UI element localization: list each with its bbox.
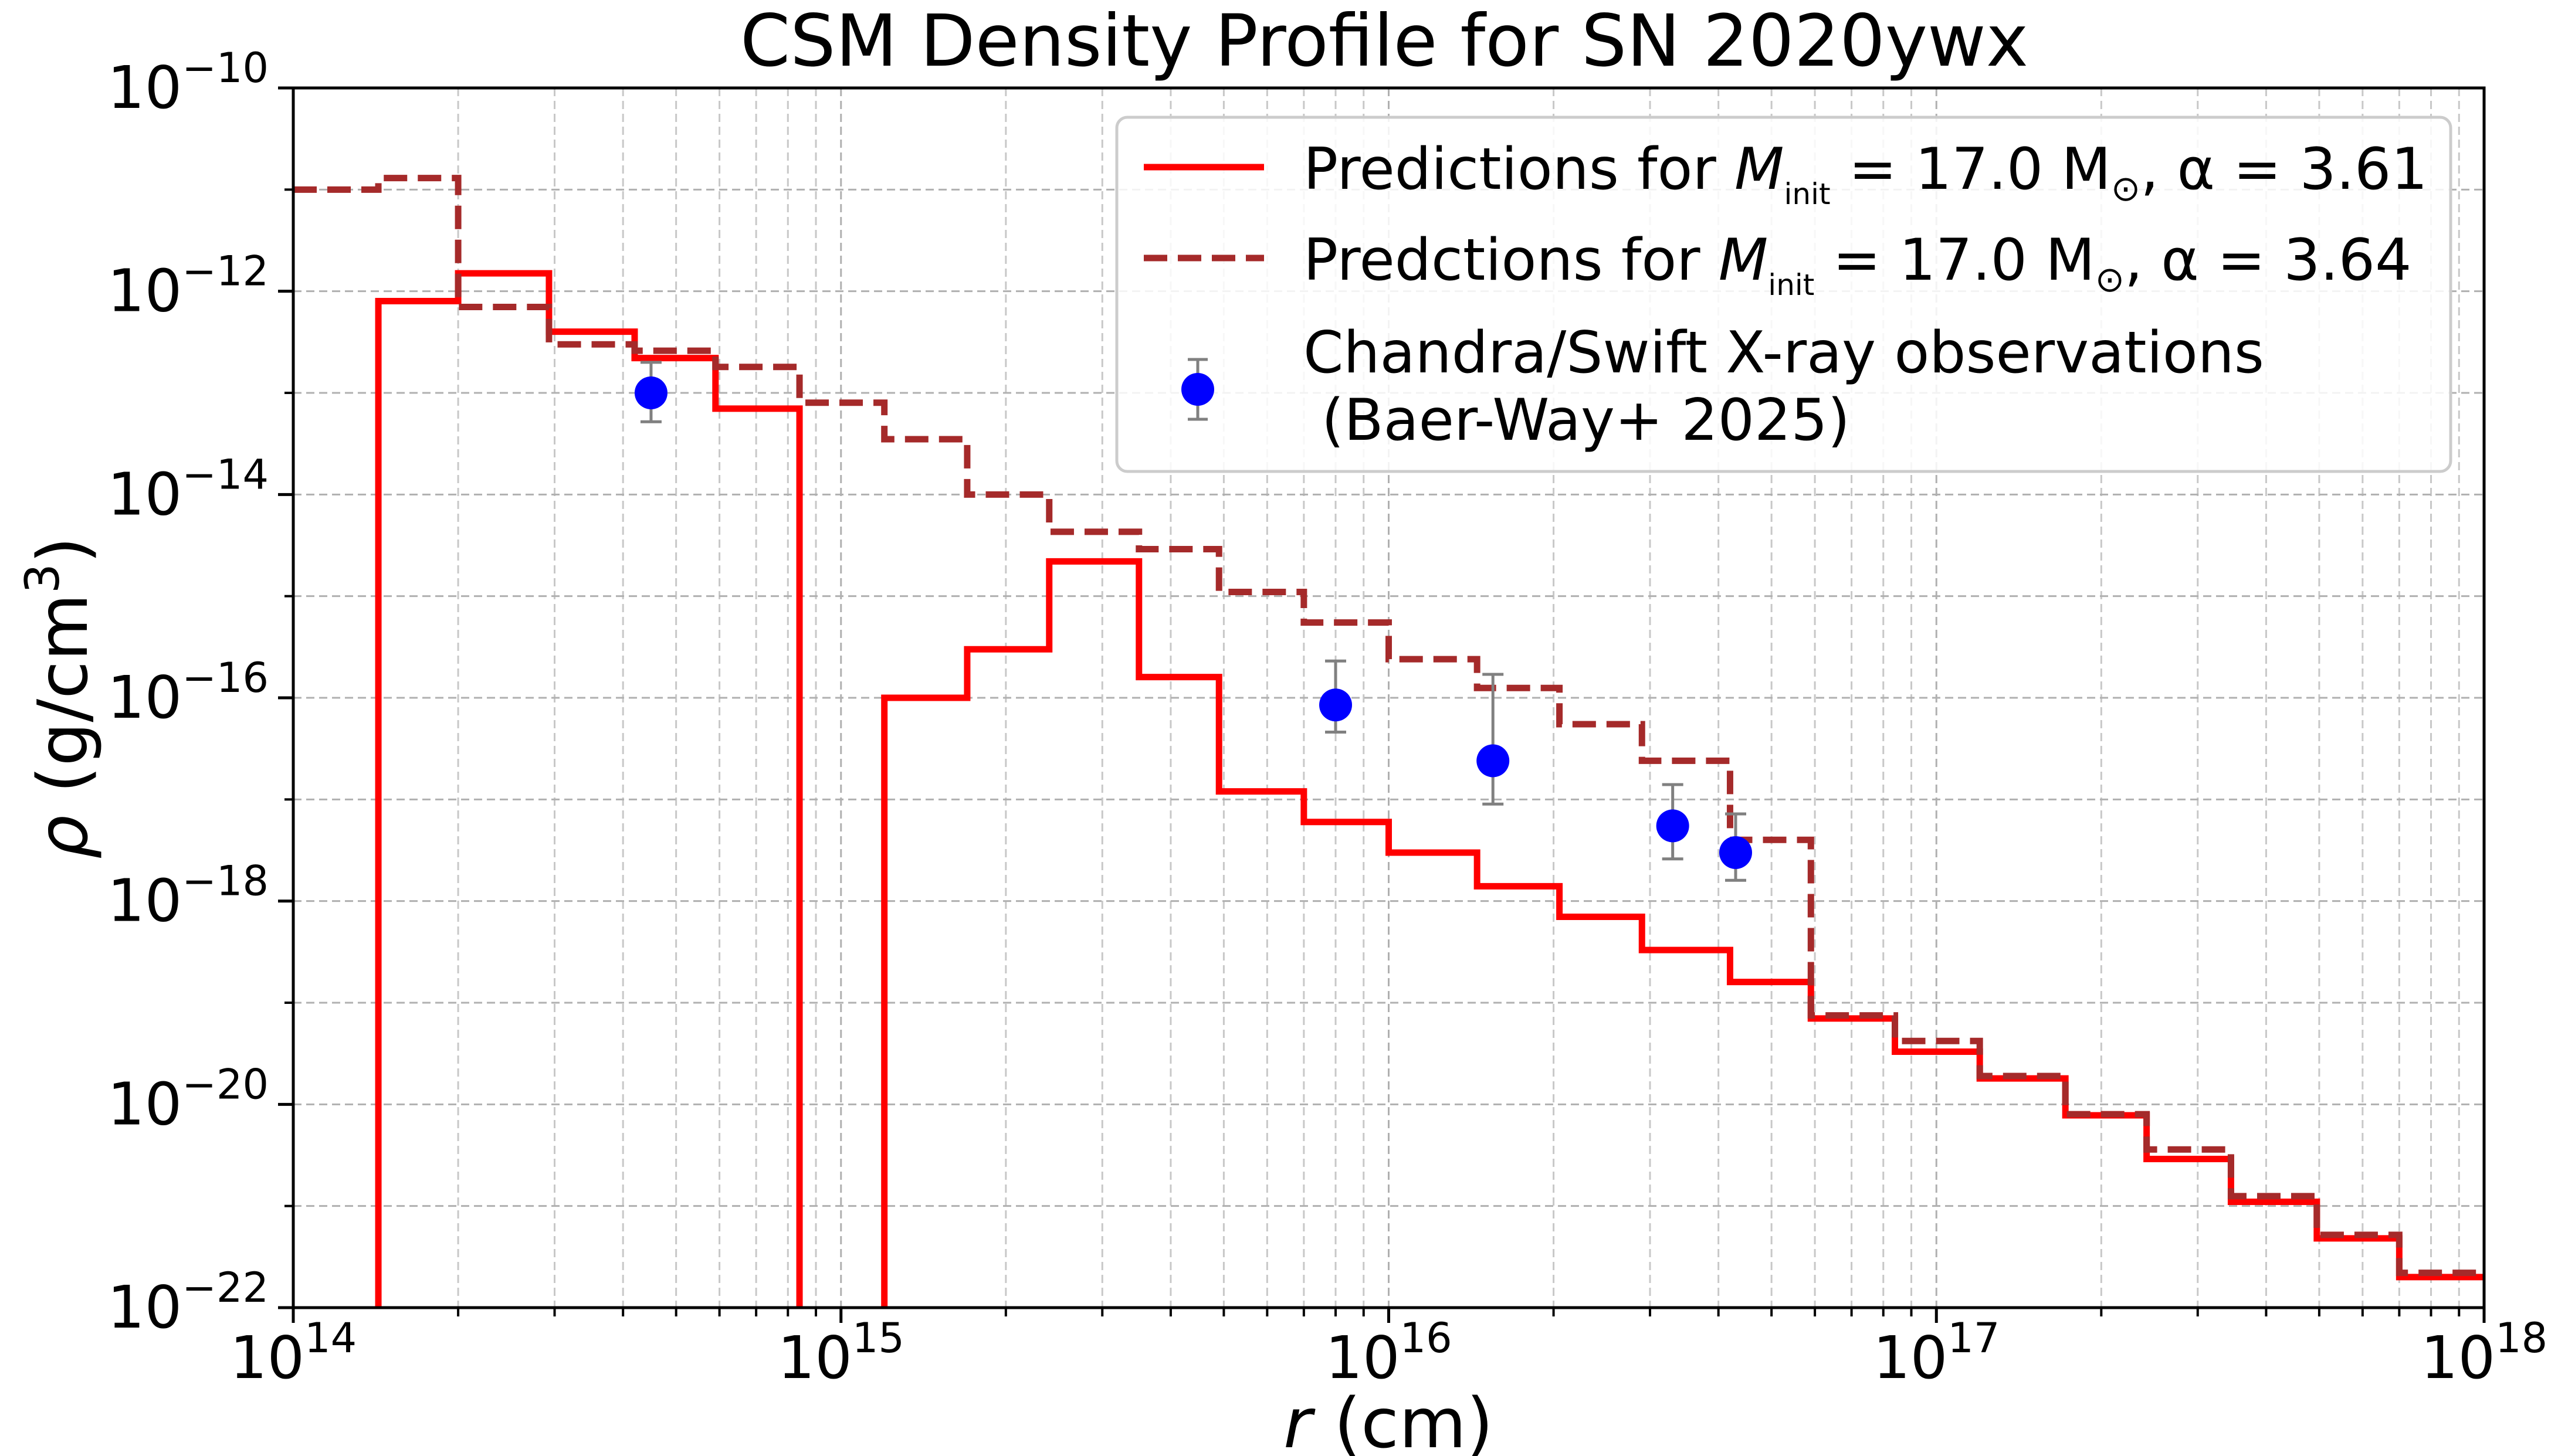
x-tick-label: 1018 (2421, 1314, 2547, 1392)
y-tick-label: 10−22 (107, 1264, 269, 1342)
x-tick-label: 1015 (778, 1314, 904, 1392)
y-axis-variable: ρ (22, 815, 103, 859)
y-tick-label: 10−16 (107, 654, 269, 732)
y-tick-label: 10−20 (107, 1060, 269, 1138)
observation-point (1476, 744, 1510, 778)
legend-frame (1115, 116, 2452, 473)
x-axis-unit: (cm) (1334, 1383, 1493, 1456)
observation-point (1319, 688, 1353, 722)
series-dashed-alpha-364 (293, 175, 2484, 1277)
x-tick-label: 1017 (1873, 1314, 2000, 1392)
y-axis-label: ρ (g/cm3) (15, 537, 103, 859)
chart-title: CSM Density Profile for SN 2020ywx (740, 0, 2028, 83)
x-axis-variable: r (1283, 1383, 1316, 1456)
legend-label-observations-ref: (Baer-Way+ 2025) (1303, 387, 1850, 454)
observation-point (1656, 809, 1689, 843)
y-tick-label: 10−14 (107, 450, 269, 528)
y-axis-unit-suffix: ) (22, 537, 103, 564)
x-axis-label: r (cm) (1283, 1383, 1493, 1456)
y-tick-label: 10−12 (107, 247, 269, 325)
y-axis-unit-prefix: (g/cm (22, 593, 103, 793)
y-axis-unit-sup: 3 (15, 564, 70, 593)
observation-point (1719, 836, 1753, 869)
series-layer (293, 175, 2484, 1308)
x-tick-label: 1016 (1325, 1314, 1452, 1392)
legend-label-alpha-364: Predctions for Minit = 17.0 M⊙, α = 3.64 (1303, 227, 2412, 302)
tick-layer: 1014 1015 1016 1017 1018 10−22 10−20 10−18 10−16… (107, 44, 2547, 1392)
observation-point (634, 376, 668, 409)
legend-swatch-marker (1181, 373, 1214, 406)
series-solid-alpha-361 (375, 270, 2484, 1308)
legend-label-alpha-361: Predictions for Minit = 17.0 M⊙, α = 3.6… (1303, 136, 2428, 211)
legend-label-observations: Chandra/Swift X-ray observations (1303, 320, 2264, 386)
legend: Predictions for Minit = 17.0 M⊙, α = 3.6… (1115, 116, 2452, 473)
y-tick-label: 10−10 (107, 44, 269, 122)
y-tick-label: 10−18 (107, 857, 269, 935)
y-axis-label-group: ρ (g/cm3) (15, 537, 103, 859)
x-tick-label: 1014 (230, 1314, 357, 1392)
